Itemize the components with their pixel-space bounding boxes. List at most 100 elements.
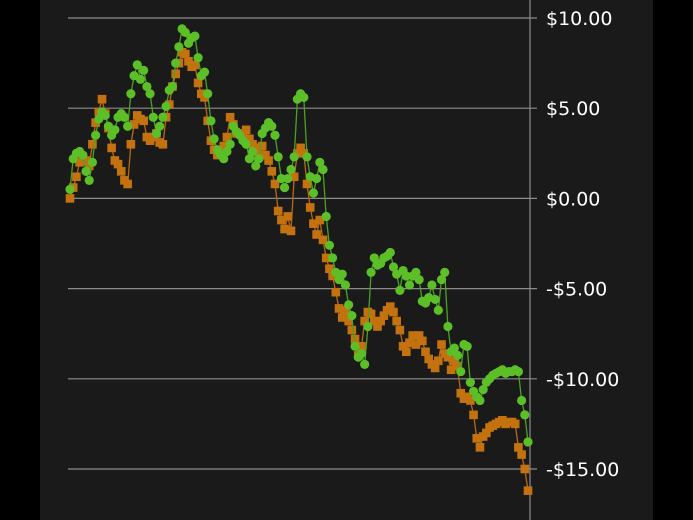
data-point [523, 486, 533, 495]
data-point [478, 385, 488, 395]
data-point [91, 118, 100, 127]
y-tick-label: -$5.00 [546, 279, 607, 301]
data-point [280, 224, 289, 234]
y-tick-label: $10.00 [546, 8, 612, 30]
data-point [344, 300, 354, 310]
data-point [289, 172, 299, 182]
data-point [440, 267, 450, 277]
data-point [296, 143, 305, 153]
grid-lines [68, 17, 537, 470]
y-tick-label: $0.00 [546, 188, 600, 210]
data-point [126, 139, 136, 149]
data-point [450, 356, 459, 366]
data-point [142, 81, 152, 92]
data-point [523, 437, 533, 447]
data-point [84, 161, 94, 171]
price-chart: $10.00 $5.00 $0.00 -$5.00 -$10.00 -$15.00 [65, 0, 619, 520]
data-point [456, 388, 466, 398]
data-point [321, 211, 331, 222]
data-point [174, 42, 184, 52]
data-point [321, 253, 331, 263]
data-point [78, 150, 88, 160]
data-point [424, 354, 434, 364]
data-point [219, 154, 229, 164]
data-point [309, 219, 318, 228]
y-tick-label: -$10.00 [546, 369, 619, 391]
data-point [158, 112, 168, 122]
data-point [119, 112, 130, 122]
data-point [181, 49, 190, 59]
data-point [360, 359, 370, 369]
data-point [408, 331, 417, 340]
data-point [244, 154, 254, 164]
data-point [302, 152, 312, 162]
data-point [151, 128, 162, 139]
data-point [107, 143, 116, 153]
data-point [273, 152, 283, 162]
data-point [405, 338, 414, 348]
data-point [299, 149, 309, 158]
data-point [456, 366, 466, 377]
series-square [65, 47, 533, 495]
data-point [299, 92, 309, 102]
data-point [65, 194, 75, 203]
data-point [222, 146, 232, 157]
data-point [436, 274, 447, 285]
data-point [283, 212, 293, 221]
data-point [324, 240, 335, 250]
data-point [167, 81, 178, 92]
data-point [437, 340, 446, 349]
data-point [100, 110, 110, 121]
data-point [279, 182, 290, 193]
data-point [462, 341, 472, 351]
data-point [88, 139, 97, 149]
data-point [132, 60, 142, 70]
data-point [411, 340, 421, 349]
data-point [283, 173, 293, 184]
data-point [276, 173, 286, 184]
data-point [161, 101, 171, 111]
data-point [113, 159, 123, 169]
data-point [273, 206, 283, 216]
y-tick-label: -$15.00 [546, 459, 619, 481]
data-point [123, 179, 132, 189]
data-point [340, 280, 351, 290]
data-point [475, 395, 485, 406]
data-point [443, 321, 453, 332]
data-point [334, 304, 344, 313]
data-point [158, 139, 168, 149]
data-point [449, 343, 459, 353]
data-point [270, 130, 280, 140]
data-point [199, 67, 210, 77]
data-point [328, 253, 338, 263]
data-point [369, 253, 379, 263]
data-point [328, 271, 337, 281]
data-point [466, 396, 475, 405]
data-point [376, 316, 385, 326]
data-point [347, 311, 357, 321]
data-point [395, 285, 405, 296]
data-point [247, 146, 258, 157]
data-point [363, 321, 373, 332]
data-point [267, 121, 277, 131]
data-point [347, 325, 357, 335]
data-point [318, 235, 328, 245]
data-point [200, 93, 209, 102]
data-point [270, 179, 280, 189]
data-point [241, 125, 251, 135]
data-point [180, 27, 190, 38]
data-point [193, 53, 203, 63]
data-point [139, 116, 148, 126]
data-point [84, 175, 94, 185]
data-point [388, 262, 399, 272]
data-point [219, 141, 229, 151]
data-point [465, 377, 475, 388]
y-tick-labels: $10.00 $5.00 $0.00 -$5.00 -$10.00 -$15.00 [546, 8, 619, 481]
data-point [193, 78, 203, 88]
data-point [414, 274, 424, 285]
data-point [366, 267, 376, 277]
data-point [350, 341, 360, 351]
data-point [395, 325, 405, 335]
data-point [116, 167, 126, 176]
data-point [277, 215, 286, 225]
